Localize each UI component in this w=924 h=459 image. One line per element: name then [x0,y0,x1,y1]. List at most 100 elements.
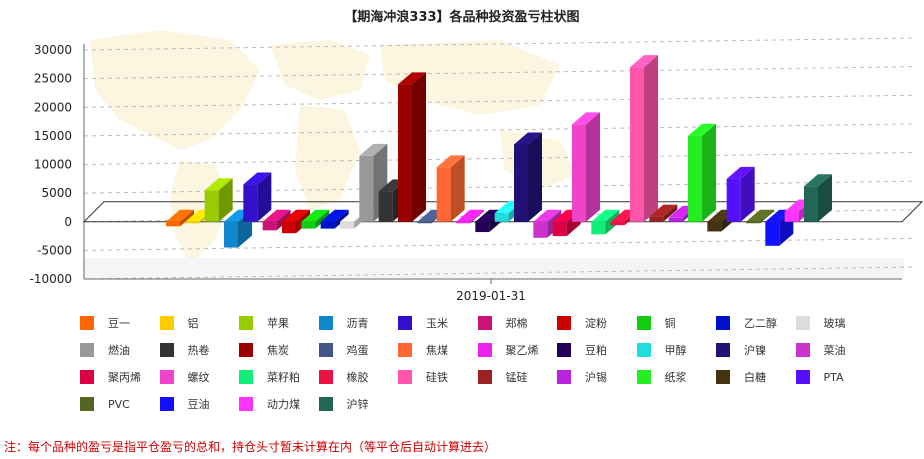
legend-item[interactable]: 菜籽粕 [239,370,300,384]
bar-top [533,209,562,222]
legend-item[interactable]: 沪镍 [716,343,766,357]
legend-swatch [159,343,174,357]
legend-item[interactable]: 燃油 [80,343,130,357]
bar-front [668,217,683,222]
legend-item[interactable]: 苹果 [239,316,289,330]
legend-item[interactable]: 螺纹 [159,370,210,384]
bar-front [591,221,606,235]
bar-side [257,172,272,222]
legend-swatch [318,370,333,384]
legend-item[interactable]: 焦煤 [398,343,448,357]
legend-label: 豆粕 [585,344,607,357]
bar-front [359,155,374,222]
legend-item[interactable]: PVC [80,397,130,411]
legend-label: 动力煤 [267,398,300,411]
bar-side [644,55,658,222]
bar-front [398,84,412,222]
legend-label: 乙二醇 [744,317,777,330]
legend-item[interactable]: PTA [795,370,844,384]
bar-front [262,221,277,231]
bar-top [204,178,233,191]
legend-item[interactable]: 橡胶 [318,370,369,384]
legend-label: 甲醇 [664,344,687,357]
bar-front [185,221,200,224]
legend-item[interactable]: 热卷 [159,343,210,357]
bar-top [456,209,484,222]
bar-front [514,144,528,222]
bar-top [746,209,774,222]
bar-top [514,132,542,145]
legend-item[interactable]: 白糖 [716,370,766,384]
legend-item[interactable]: 甲醇 [636,343,687,357]
bar-front [533,221,548,238]
legend-item[interactable]: 铝 [159,316,199,330]
legend-item[interactable]: 豆粕 [557,343,607,357]
legend-item[interactable]: 鸡蛋 [318,343,369,357]
x-tick-label: 2019-01-31 [456,289,526,303]
legend-item[interactable]: 沪锌 [318,397,369,411]
legend-item[interactable]: 玻璃 [795,316,846,330]
y-gridline [83,237,917,251]
legend-swatch [636,370,651,384]
legend-swatch [716,316,730,330]
legend-swatch [318,397,333,411]
bar-front [301,221,316,229]
bar [630,55,658,222]
legend-item[interactable]: 豆油 [159,397,210,411]
bar-front [784,211,799,222]
legend-label: 沥青 [346,317,369,330]
bar-top [301,209,330,222]
bar-front [243,184,258,222]
legend-item[interactable]: 焦炭 [239,343,289,357]
legend-label: 豆一 [108,317,130,330]
bar-side [470,209,484,224]
legend-item[interactable]: 豆一 [80,316,130,330]
legend-item[interactable]: 动力煤 [239,397,300,411]
bar-side [528,132,542,222]
legend-swatch [477,316,492,330]
bar-top [262,209,291,222]
legend-swatch [716,343,730,357]
bar [243,172,272,222]
bar-side [315,209,330,229]
legend-item[interactable]: 聚乙烯 [477,343,539,357]
bar-side [334,209,349,229]
bar-side [218,178,233,222]
bar-top [572,112,600,125]
bar-front [320,221,335,229]
bar [746,209,774,224]
bar-front [552,221,567,237]
bar-front [765,221,780,246]
legend-label: 螺纹 [187,371,210,384]
bar-front [340,221,354,229]
legend-item[interactable]: 锰硅 [477,370,528,384]
bar-front [378,191,393,222]
legend-item[interactable]: 铜 [636,316,676,330]
bar-front [417,221,432,224]
legend-item[interactable]: 玉米 [398,316,448,330]
y-tick-label: 20000 [34,100,72,114]
legend-item[interactable]: 硅铁 [398,370,448,384]
legend-swatch [795,343,810,357]
legend-swatch [716,370,730,384]
legend-swatch [795,370,810,384]
legend-swatch [318,343,333,357]
legend-item[interactable]: 纸浆 [636,370,687,384]
bar-front [746,221,760,224]
legend-swatch [398,343,412,357]
legend-label: 橡胶 [346,371,369,384]
legend-item[interactable]: 淀粉 [557,316,607,330]
bar [456,209,484,224]
y-tick-label: 25000 [34,72,72,86]
y-gridline [83,152,917,165]
legend-label: 淀粉 [585,317,607,330]
bar-front [707,221,722,232]
legend-item[interactable]: 沪锡 [557,370,607,384]
bar [204,178,233,222]
legend-item[interactable]: 聚丙烯 [80,370,141,384]
legend-item[interactable]: 郑棉 [477,316,528,330]
legend-item[interactable]: 沥青 [318,316,369,330]
legend-item[interactable]: 菜油 [795,343,846,357]
legend-item[interactable]: 乙二醇 [716,316,777,330]
bar-top [398,72,426,85]
